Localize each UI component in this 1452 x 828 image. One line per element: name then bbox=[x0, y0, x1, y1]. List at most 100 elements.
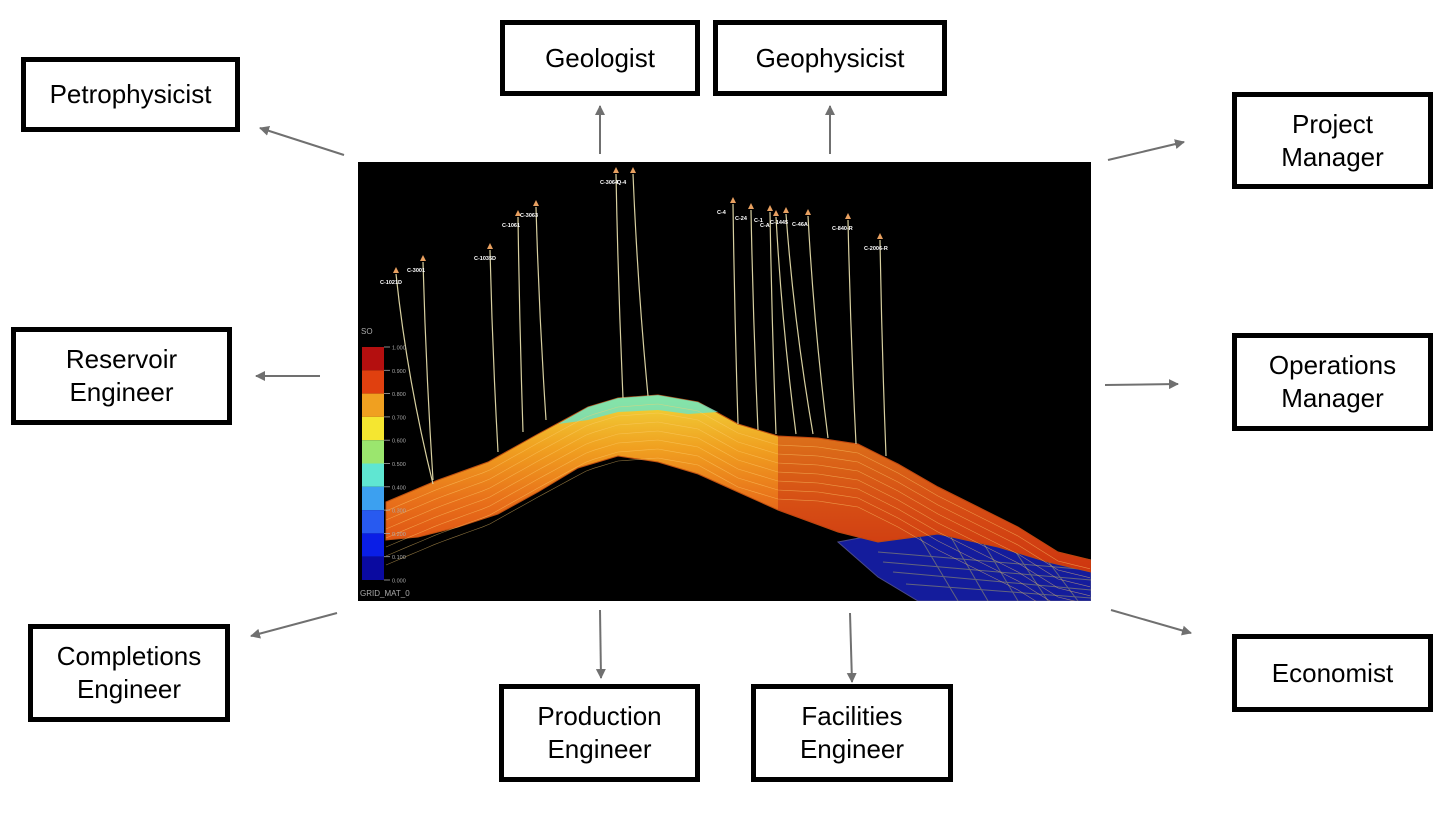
role-reservoir-engineer: Reservoir Engineer bbox=[11, 327, 232, 425]
grid-label: GRID_MAT_0 bbox=[360, 589, 410, 598]
arrow-to-facilities-engineer bbox=[846, 612, 857, 683]
role-geologist: Geologist bbox=[500, 20, 700, 96]
well-label: Q-4 bbox=[617, 180, 627, 186]
well-marker bbox=[487, 243, 493, 249]
role-petrophysicist: Petrophysicist bbox=[21, 57, 240, 132]
role-label: Production Engineer bbox=[537, 701, 662, 764]
legend-swatch bbox=[362, 486, 384, 511]
well-label: C-1445 bbox=[770, 220, 788, 226]
well-path bbox=[750, 209, 759, 431]
arrow-to-project-manager bbox=[1107, 139, 1185, 161]
role-operations-manager: Operations Manager bbox=[1232, 333, 1433, 431]
reservoir-cell-grid bbox=[385, 403, 1091, 601]
legend-swatch bbox=[362, 416, 384, 441]
grid-layer-line bbox=[385, 412, 1091, 579]
reservoir-model-view: C-1021D C-3001 C-1035D C-1061 C-3063 C-3064 Q-… bbox=[358, 162, 1091, 601]
legend-tick-label: 0.300 bbox=[392, 509, 406, 515]
legend-tick-label: 0.000 bbox=[392, 579, 406, 585]
legend-tick-label: 0.700 bbox=[392, 415, 406, 421]
legend-swatch bbox=[362, 463, 384, 487]
well-path bbox=[489, 249, 499, 453]
well-path bbox=[632, 173, 649, 397]
well-path bbox=[732, 203, 739, 425]
role-geophysicist: Geophysicist bbox=[713, 20, 947, 96]
role-completions-engineer: Completions Engineer bbox=[28, 624, 230, 722]
well-path bbox=[517, 216, 524, 433]
well-label: C-4 bbox=[717, 210, 727, 216]
legend-swatch bbox=[362, 510, 384, 534]
role-label: Completions Engineer bbox=[56, 641, 202, 704]
legend-tick-label: 0.800 bbox=[392, 392, 406, 398]
legend-tick-label: 0.100 bbox=[392, 555, 406, 561]
arrow-to-economist bbox=[1110, 609, 1192, 636]
legend-swatch bbox=[362, 393, 384, 417]
well-label: C-1035D bbox=[474, 256, 496, 262]
role-label: Geophysicist bbox=[755, 42, 905, 73]
well-marker bbox=[877, 233, 883, 239]
well-marker bbox=[515, 210, 521, 216]
legend-title: SO bbox=[361, 327, 373, 336]
well-label: C-24 bbox=[735, 216, 748, 222]
well-marker bbox=[767, 205, 773, 211]
well-label: C-46A bbox=[792, 222, 808, 228]
arrow-to-production-engineer bbox=[595, 609, 606, 679]
arrow-to-petrophysicist bbox=[259, 125, 345, 156]
well-path bbox=[785, 213, 814, 435]
well-path bbox=[807, 215, 829, 439]
well-label: C-3064 bbox=[600, 180, 619, 186]
grid-layer-line bbox=[385, 403, 1091, 570]
grid-layer-line bbox=[385, 430, 1091, 597]
water-zone-grid bbox=[877, 531, 1091, 601]
role-production-engineer: Production Engineer bbox=[499, 684, 700, 782]
arrow-to-completions-engineer bbox=[250, 612, 338, 639]
well-marker bbox=[533, 200, 539, 206]
role-label: Project Manager bbox=[1281, 108, 1384, 172]
legend-swatch bbox=[362, 533, 384, 557]
grid-layer-line bbox=[385, 457, 1037, 601]
role-label: Operations Manager bbox=[1268, 350, 1397, 413]
well-label: C-3063 bbox=[520, 213, 538, 219]
role-economist: Economist bbox=[1232, 634, 1433, 712]
legend-tick-label: 0.900 bbox=[392, 369, 406, 375]
well-marker bbox=[730, 197, 736, 203]
role-label: Geologist bbox=[545, 42, 655, 73]
well-path bbox=[615, 173, 624, 399]
arrow-to-operations-manager bbox=[1104, 379, 1179, 390]
role-label: Reservoir Engineer bbox=[65, 344, 178, 407]
well-label: C-1061 bbox=[502, 223, 520, 229]
legend-swatch bbox=[362, 556, 384, 580]
well-marker bbox=[393, 267, 399, 273]
well-marker bbox=[420, 255, 426, 261]
well-marker bbox=[845, 213, 851, 219]
legend-swatch bbox=[362, 440, 384, 464]
well-label: C-2006-R bbox=[864, 246, 888, 252]
well-label: C-840-R bbox=[832, 226, 853, 232]
role-project-manager: Project Manager bbox=[1232, 92, 1433, 189]
role-label: Facilities Engineer bbox=[799, 701, 905, 764]
well-path bbox=[535, 206, 547, 421]
role-label: Economist bbox=[1271, 657, 1394, 688]
well-path bbox=[879, 239, 887, 457]
saturation-legend: 1.000 0.900 0.800 0.700 0.600 0.500 0.400 0.300… bbox=[362, 346, 406, 585]
legend-tick-label: 1.000 bbox=[392, 346, 406, 352]
well-label: C-1021D bbox=[380, 280, 402, 286]
well-label: C-3001 bbox=[407, 268, 425, 274]
well-path bbox=[847, 219, 857, 445]
grid-layer-line bbox=[385, 421, 1091, 588]
legend-tick-label: 0.500 bbox=[392, 462, 406, 468]
legend-swatch bbox=[362, 370, 384, 394]
legend-tick-label: 0.600 bbox=[392, 439, 406, 445]
legend-swatch bbox=[362, 347, 384, 371]
well-marker bbox=[613, 167, 619, 173]
well-path bbox=[775, 216, 797, 435]
well-path bbox=[769, 211, 777, 435]
well-label: C-1 bbox=[754, 218, 763, 224]
well-label: C-A bbox=[760, 223, 770, 229]
reservoir-shading bbox=[778, 436, 1091, 572]
well-marker bbox=[783, 207, 789, 213]
grid-layer-line bbox=[385, 448, 1051, 601]
well-path bbox=[422, 261, 434, 481]
